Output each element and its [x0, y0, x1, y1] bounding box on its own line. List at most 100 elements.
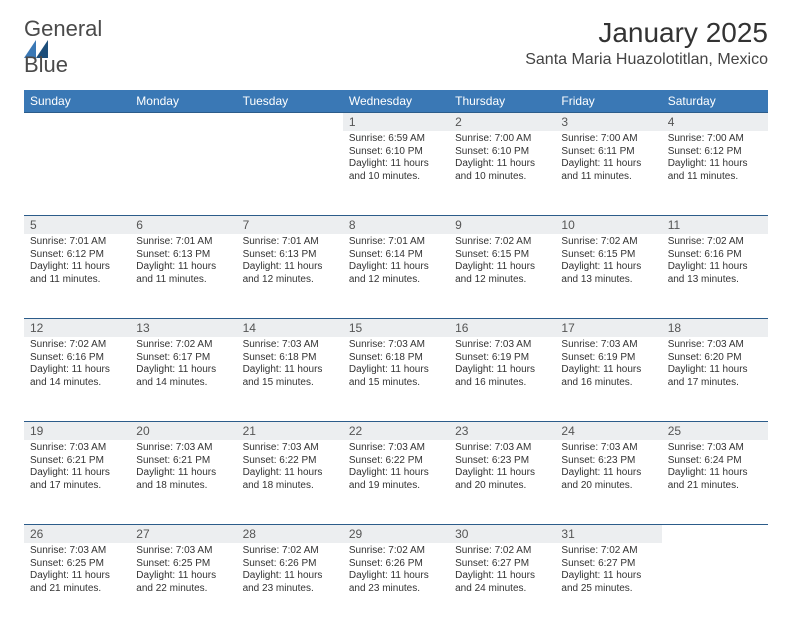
- day-number: 8: [343, 215, 449, 234]
- cell-body: Sunrise: 7:02 AM Sunset: 6:17 PM Dayligh…: [130, 337, 236, 421]
- cell-body: Sunrise: 7:03 AM Sunset: 6:21 PM Dayligh…: [24, 440, 130, 524]
- brand-text: General Blue: [24, 18, 102, 76]
- day-number: 26: [24, 524, 130, 543]
- cell-text: Sunrise: 7:03 AM Sunset: 6:18 PM Dayligh…: [347, 337, 445, 389]
- day-number: 12: [24, 318, 130, 337]
- day-number: 30: [449, 524, 555, 543]
- cell-body: Sunrise: 7:02 AM Sunset: 6:15 PM Dayligh…: [449, 234, 555, 318]
- weekday-row: SundayMondayTuesdayWednesdayThursdayFrid…: [24, 90, 768, 112]
- weekday-header: Friday: [555, 90, 661, 112]
- cell-body: Sunrise: 6:59 AM Sunset: 6:10 PM Dayligh…: [343, 131, 449, 215]
- cell-text: Sunrise: 7:00 AM Sunset: 6:10 PM Dayligh…: [453, 131, 551, 183]
- calendar-week-row: 5Sunrise: 7:01 AM Sunset: 6:12 PM Daylig…: [24, 215, 768, 318]
- weekday-header: Tuesday: [237, 90, 343, 112]
- calendar-cell: 13Sunrise: 7:02 AM Sunset: 6:17 PM Dayli…: [130, 318, 236, 421]
- cell-text: Sunrise: 7:02 AM Sunset: 6:17 PM Dayligh…: [134, 337, 232, 389]
- calendar-cell: 1Sunrise: 6:59 AM Sunset: 6:10 PM Daylig…: [343, 112, 449, 215]
- cell-text: Sunrise: 7:03 AM Sunset: 6:21 PM Dayligh…: [134, 440, 232, 492]
- cell-body: Sunrise: 7:03 AM Sunset: 6:25 PM Dayligh…: [130, 543, 236, 627]
- cell-text: Sunrise: 7:03 AM Sunset: 6:22 PM Dayligh…: [347, 440, 445, 492]
- calendar-cell: 21Sunrise: 7:03 AM Sunset: 6:22 PM Dayli…: [237, 421, 343, 524]
- calendar-cell: 4Sunrise: 7:00 AM Sunset: 6:12 PM Daylig…: [662, 112, 768, 215]
- cell-text: Sunrise: 7:01 AM Sunset: 6:14 PM Dayligh…: [347, 234, 445, 286]
- calendar-week-row: 1Sunrise: 6:59 AM Sunset: 6:10 PM Daylig…: [24, 112, 768, 215]
- day-number: [130, 112, 236, 131]
- calendar-cell: 7Sunrise: 7:01 AM Sunset: 6:13 PM Daylig…: [237, 215, 343, 318]
- calendar-week-row: 12Sunrise: 7:02 AM Sunset: 6:16 PM Dayli…: [24, 318, 768, 421]
- calendar-cell: 6Sunrise: 7:01 AM Sunset: 6:13 PM Daylig…: [130, 215, 236, 318]
- day-number: 29: [343, 524, 449, 543]
- calendar-cell: 15Sunrise: 7:03 AM Sunset: 6:18 PM Dayli…: [343, 318, 449, 421]
- cell-body: Sunrise: 7:03 AM Sunset: 6:20 PM Dayligh…: [662, 337, 768, 421]
- cell-body: [24, 131, 130, 215]
- cell-body: Sunrise: 7:00 AM Sunset: 6:12 PM Dayligh…: [662, 131, 768, 215]
- weekday-header: Thursday: [449, 90, 555, 112]
- day-number: 24: [555, 421, 661, 440]
- day-number: 13: [130, 318, 236, 337]
- calendar-cell: 25Sunrise: 7:03 AM Sunset: 6:24 PM Dayli…: [662, 421, 768, 524]
- day-number: 4: [662, 112, 768, 131]
- weekday-header: Wednesday: [343, 90, 449, 112]
- cell-text: Sunrise: 7:02 AM Sunset: 6:26 PM Dayligh…: [347, 543, 445, 595]
- calendar-cell: [237, 112, 343, 215]
- cell-body: Sunrise: 7:02 AM Sunset: 6:27 PM Dayligh…: [555, 543, 661, 627]
- cell-text: Sunrise: 7:03 AM Sunset: 6:19 PM Dayligh…: [559, 337, 657, 389]
- cell-body: Sunrise: 7:02 AM Sunset: 6:26 PM Dayligh…: [237, 543, 343, 627]
- cell-body: Sunrise: 7:03 AM Sunset: 6:19 PM Dayligh…: [555, 337, 661, 421]
- day-number: [662, 524, 768, 543]
- day-number: 7: [237, 215, 343, 234]
- header-right: January 2025 Santa Maria Huazolotitlan, …: [525, 18, 768, 69]
- cell-text: Sunrise: 6:59 AM Sunset: 6:10 PM Dayligh…: [347, 131, 445, 183]
- cell-text: Sunrise: 7:03 AM Sunset: 6:22 PM Dayligh…: [241, 440, 339, 492]
- cell-body: Sunrise: 7:02 AM Sunset: 6:26 PM Dayligh…: [343, 543, 449, 627]
- day-number: 5: [24, 215, 130, 234]
- day-number: 16: [449, 318, 555, 337]
- day-number: 9: [449, 215, 555, 234]
- cell-text: Sunrise: 7:02 AM Sunset: 6:16 PM Dayligh…: [666, 234, 764, 286]
- day-number: 25: [662, 421, 768, 440]
- weekday-header: Sunday: [24, 90, 130, 112]
- cell-text: Sunrise: 7:03 AM Sunset: 6:18 PM Dayligh…: [241, 337, 339, 389]
- calendar-cell: 22Sunrise: 7:03 AM Sunset: 6:22 PM Dayli…: [343, 421, 449, 524]
- cell-text: Sunrise: 7:00 AM Sunset: 6:11 PM Dayligh…: [559, 131, 657, 183]
- cell-body: Sunrise: 7:03 AM Sunset: 6:25 PM Dayligh…: [24, 543, 130, 627]
- calendar-cell: 11Sunrise: 7:02 AM Sunset: 6:16 PM Dayli…: [662, 215, 768, 318]
- calendar-cell: 2Sunrise: 7:00 AM Sunset: 6:10 PM Daylig…: [449, 112, 555, 215]
- cell-body: Sunrise: 7:03 AM Sunset: 6:18 PM Dayligh…: [343, 337, 449, 421]
- day-number: 17: [555, 318, 661, 337]
- day-number: [237, 112, 343, 131]
- day-number: 28: [237, 524, 343, 543]
- cell-body: Sunrise: 7:03 AM Sunset: 6:24 PM Dayligh…: [662, 440, 768, 524]
- day-number: 14: [237, 318, 343, 337]
- cell-body: [130, 131, 236, 215]
- day-number: 3: [555, 112, 661, 131]
- cell-body: Sunrise: 7:03 AM Sunset: 6:22 PM Dayligh…: [237, 440, 343, 524]
- cell-text: Sunrise: 7:02 AM Sunset: 6:15 PM Dayligh…: [559, 234, 657, 286]
- header-row: General Blue January 2025 Santa Maria Hu…: [24, 18, 768, 76]
- cell-body: [237, 131, 343, 215]
- cell-body: Sunrise: 7:02 AM Sunset: 6:27 PM Dayligh…: [449, 543, 555, 627]
- calendar-cell: 5Sunrise: 7:01 AM Sunset: 6:12 PM Daylig…: [24, 215, 130, 318]
- cell-text: Sunrise: 7:03 AM Sunset: 6:24 PM Dayligh…: [666, 440, 764, 492]
- cell-body: Sunrise: 7:00 AM Sunset: 6:10 PM Dayligh…: [449, 131, 555, 215]
- day-number: 22: [343, 421, 449, 440]
- cell-text: Sunrise: 7:03 AM Sunset: 6:23 PM Dayligh…: [453, 440, 551, 492]
- cell-body: Sunrise: 7:02 AM Sunset: 6:16 PM Dayligh…: [662, 234, 768, 318]
- day-number: 1: [343, 112, 449, 131]
- cell-text: Sunrise: 7:03 AM Sunset: 6:25 PM Dayligh…: [134, 543, 232, 595]
- cell-body: Sunrise: 7:01 AM Sunset: 6:13 PM Dayligh…: [130, 234, 236, 318]
- cell-text: Sunrise: 7:01 AM Sunset: 6:13 PM Dayligh…: [134, 234, 232, 286]
- calendar-cell: 9Sunrise: 7:02 AM Sunset: 6:15 PM Daylig…: [449, 215, 555, 318]
- cell-body: Sunrise: 7:03 AM Sunset: 6:23 PM Dayligh…: [449, 440, 555, 524]
- page-container: General Blue January 2025 Santa Maria Hu…: [0, 0, 792, 627]
- day-number: 10: [555, 215, 661, 234]
- day-number: 20: [130, 421, 236, 440]
- day-number: 11: [662, 215, 768, 234]
- cell-text: Sunrise: 7:03 AM Sunset: 6:20 PM Dayligh…: [666, 337, 764, 389]
- cell-text: Sunrise: 7:03 AM Sunset: 6:23 PM Dayligh…: [559, 440, 657, 492]
- cell-body: Sunrise: 7:00 AM Sunset: 6:11 PM Dayligh…: [555, 131, 661, 215]
- calendar-cell: [24, 112, 130, 215]
- cell-body: Sunrise: 7:02 AM Sunset: 6:15 PM Dayligh…: [555, 234, 661, 318]
- cell-body: Sunrise: 7:02 AM Sunset: 6:16 PM Dayligh…: [24, 337, 130, 421]
- brand-logo: General Blue: [24, 18, 102, 76]
